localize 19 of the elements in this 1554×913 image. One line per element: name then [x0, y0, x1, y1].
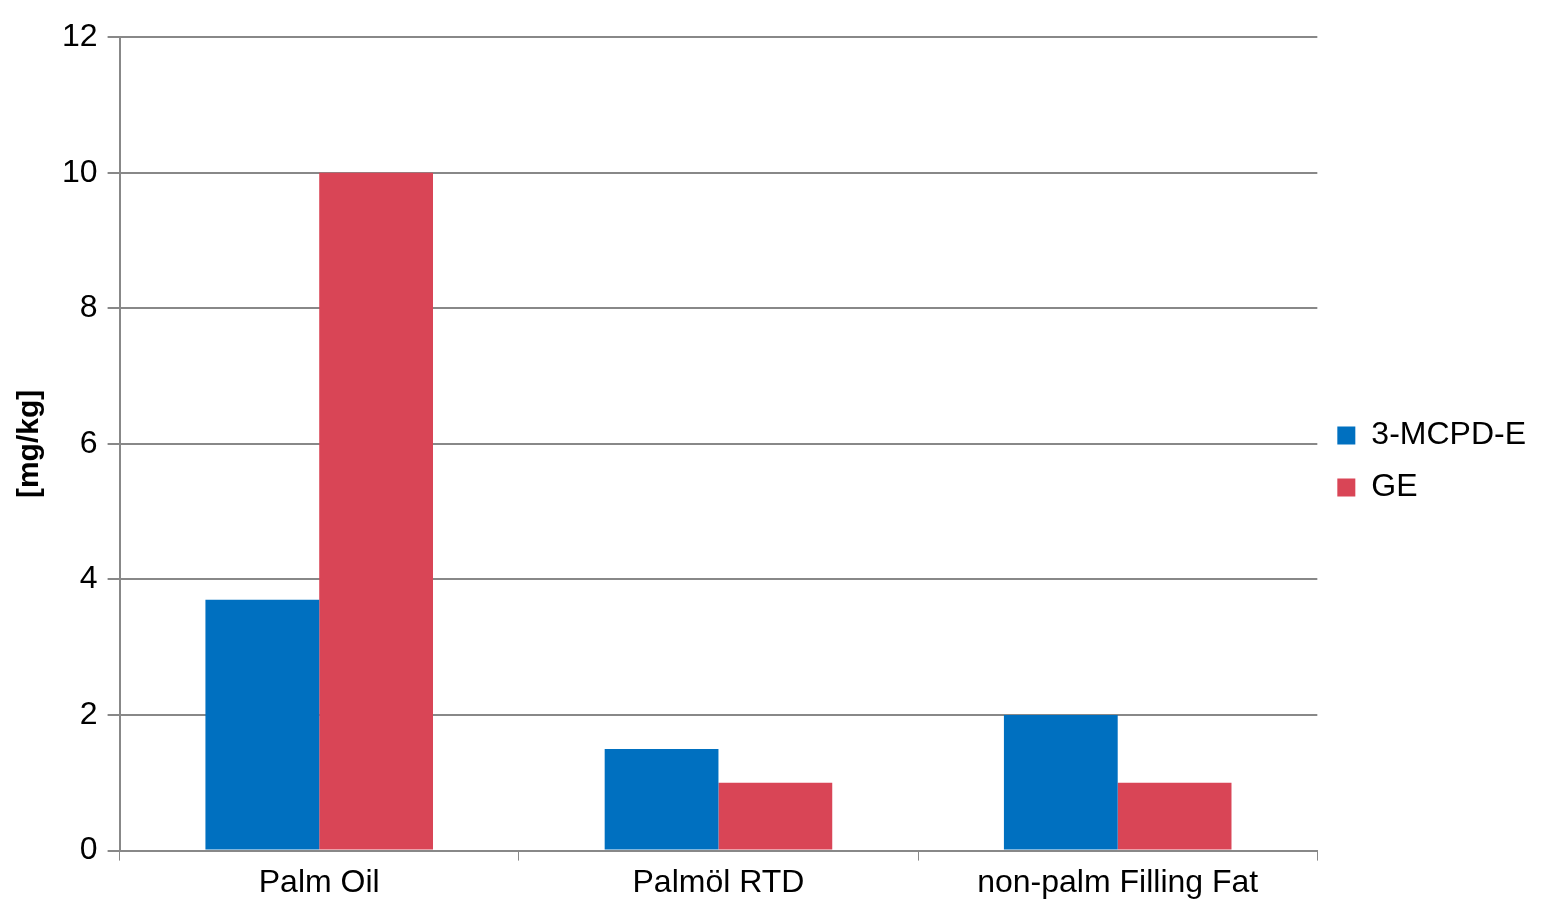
y-axis-title: [mg/kg] — [11, 389, 45, 499]
y-tick-label: 0 — [79, 830, 98, 867]
y-tick-label: 4 — [79, 559, 98, 596]
bar — [604, 748, 719, 850]
y-tick-label: 12 — [62, 17, 98, 54]
x-tick-label: Palmöl RTD — [632, 862, 805, 899]
x-tick-label: Palm Oil — [258, 862, 380, 899]
y-tick-label: 6 — [79, 423, 98, 460]
bar — [319, 172, 433, 850]
y-tick-label: 8 — [79, 288, 98, 325]
y-tick-label: 2 — [79, 694, 98, 731]
bar — [1003, 715, 1118, 850]
x-tick-label: non-palm Filling Fat — [977, 862, 1259, 899]
legend-label: 3-MCPD-E — [1371, 415, 1526, 452]
legend-label: GE — [1371, 467, 1418, 504]
bar — [718, 782, 833, 850]
bar — [1117, 782, 1232, 850]
bar — [205, 599, 320, 850]
y-tick-label: 10 — [62, 152, 98, 189]
